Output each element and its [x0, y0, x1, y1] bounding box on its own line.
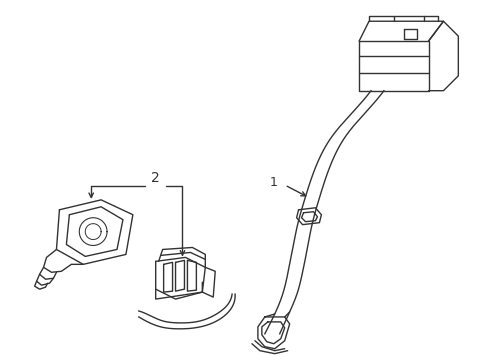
Text: 1: 1: [269, 176, 277, 189]
Text: 2: 2: [151, 171, 160, 185]
